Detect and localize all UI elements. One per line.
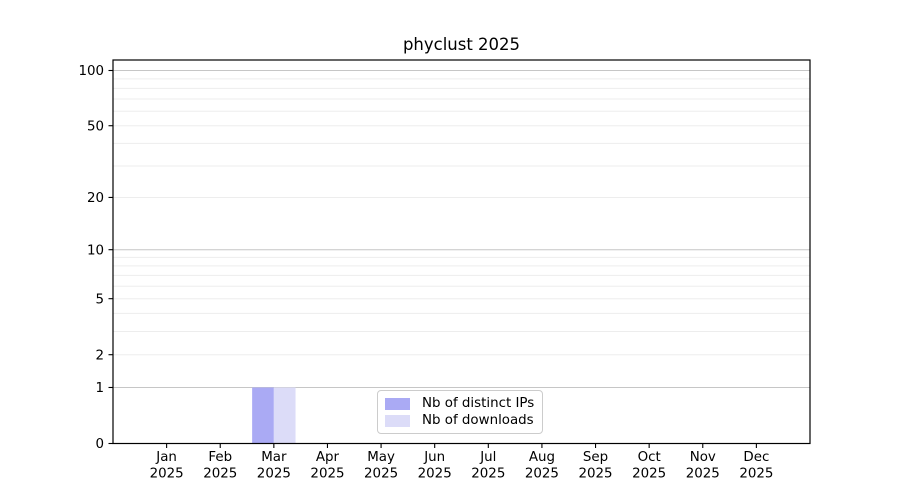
x-tick-label-month: Nov (690, 450, 716, 465)
x-tick-label-month: Dec (743, 450, 769, 465)
y-tick-label: 5 (95, 292, 104, 307)
legend-label-distinct-ips: Nb of distinct IPs (422, 396, 535, 411)
x-tick-label-month: May (367, 450, 395, 465)
y-tick-label: 1 (95, 381, 104, 396)
y-tick-label: 50 (87, 119, 104, 134)
x-tick-label-month: Sep (583, 450, 608, 465)
x-tick-label-year: 2025 (257, 467, 291, 482)
legend-box: Nb of distinct IPs Nb of downloads (377, 390, 543, 434)
x-tick-label-year: 2025 (150, 467, 184, 482)
legend-swatch-downloads (385, 414, 410, 427)
x-tick-label-month: Apr (316, 450, 340, 465)
plot-border (112, 59, 811, 445)
x-tick-label-year: 2025 (739, 467, 773, 482)
bar-distinct-ips (252, 387, 274, 444)
x-tick-label-month: Feb (208, 450, 232, 465)
x-tick-label-year: 2025 (525, 467, 559, 482)
x-tick-label-year: 2025 (203, 467, 237, 482)
legend-label-downloads: Nb of downloads (422, 413, 534, 428)
y-tick-label: 0 (95, 437, 104, 452)
x-tick-label-year: 2025 (418, 467, 452, 482)
y-tick-label: 2 (95, 348, 104, 363)
y-tick-label: 100 (78, 64, 104, 79)
x-tick-label-year: 2025 (686, 467, 720, 482)
legend-item-distinct-ips: Nb of distinct IPs (385, 395, 535, 412)
legend-swatch-distinct-ips (385, 397, 410, 410)
x-tick-label-month: Jan (155, 450, 177, 465)
x-tick-label-month: Oct (638, 450, 661, 465)
x-tick-label-year: 2025 (310, 467, 344, 482)
x-tick-label-year: 2025 (578, 467, 612, 482)
y-tick-label: 20 (87, 191, 104, 206)
x-tick-label-month: Mar (261, 450, 287, 465)
x-tick-label-month: Jun (423, 450, 445, 465)
legend-item-downloads: Nb of downloads (385, 412, 535, 429)
x-tick-label-month: Jul (479, 450, 496, 465)
chart-title: phyclust 2025 (402, 35, 521, 54)
bar-downloads (273, 387, 296, 444)
x-tick-label-year: 2025 (364, 467, 398, 482)
x-tick-label-year: 2025 (632, 467, 666, 482)
y-tick-label: 10 (87, 243, 104, 258)
x-tick-label-year: 2025 (471, 467, 505, 482)
x-tick-label-month: Aug (529, 450, 555, 465)
